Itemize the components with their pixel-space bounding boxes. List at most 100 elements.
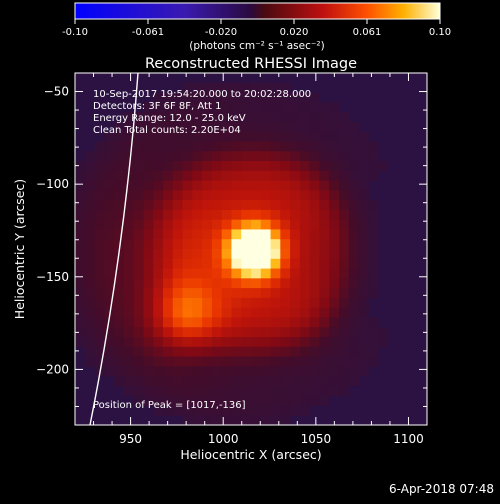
heatmap-cell — [299, 161, 311, 172]
heatmap-cell — [75, 297, 86, 309]
heatmap-cell — [280, 219, 291, 230]
heatmap-cell — [260, 297, 272, 309]
heatmap-cell — [84, 346, 96, 358]
heatmap-cell — [192, 258, 203, 270]
heatmap-cell — [339, 249, 350, 260]
heatmap-cell — [231, 219, 242, 230]
heatmap-cell — [94, 239, 105, 250]
heatmap-cell — [163, 385, 174, 397]
heatmap-cell — [104, 356, 115, 367]
heatmap-cell — [241, 180, 252, 191]
heatmap-cell — [251, 376, 262, 387]
heatmap-cell — [358, 239, 369, 250]
heatmap-cell — [172, 385, 184, 397]
heatmap-cell — [290, 92, 301, 103]
heatmap-cell — [241, 376, 252, 387]
heatmap-cell — [94, 268, 105, 279]
heatmap-cell — [75, 190, 86, 201]
heatmap-cell — [211, 239, 223, 250]
heatmap-cell — [143, 239, 154, 250]
heatmap-cell — [290, 229, 301, 240]
heatmap-cell — [192, 121, 203, 133]
chart-title: Reconstructed RHESSI Image — [145, 56, 357, 72]
colorbar-tick-label: -0.10 — [62, 27, 88, 38]
heatmap-cell — [133, 395, 144, 406]
heatmap-cell — [270, 190, 281, 201]
heatmap-cell — [358, 327, 369, 338]
heatmap-cell — [104, 337, 115, 348]
annotation-time-range: 10-Sep-2017 19:54:20.000 to 20:02:28.000 — [93, 89, 311, 100]
colorbar-tick-label: 0.061 — [353, 27, 382, 38]
heatmap-cell — [123, 239, 135, 250]
heatmap-cell — [299, 385, 311, 397]
heatmap-cell — [133, 376, 144, 387]
heatmap-cell — [172, 170, 184, 182]
heatmap-cell — [309, 249, 320, 260]
heatmap-cell — [123, 278, 135, 289]
heatmap-cell — [133, 131, 144, 142]
heatmap-cell — [104, 327, 115, 338]
heatmap-cell — [378, 327, 389, 338]
heatmap-cell — [290, 346, 301, 358]
heatmap-cell — [290, 209, 301, 221]
heatmap-cell — [94, 317, 105, 328]
heatmap-cell — [221, 141, 232, 152]
heatmap-cell — [182, 395, 193, 406]
heatmap-cell — [251, 258, 262, 270]
heatmap-cell — [280, 415, 291, 425]
heatmap-cell — [231, 239, 242, 250]
y-tick-label: −50 — [44, 85, 69, 99]
heatmap-cell — [133, 337, 144, 348]
heatmap-cell — [211, 405, 223, 416]
heatmap-cell — [348, 229, 360, 240]
heatmap-cell — [241, 92, 252, 103]
heatmap-cell — [290, 239, 301, 250]
heatmap-cell — [329, 356, 340, 367]
heatmap-cell — [94, 346, 105, 358]
heatmap-cell — [358, 337, 369, 348]
heatmap-cell — [123, 121, 135, 133]
heatmap-cell — [329, 112, 340, 123]
heatmap-cell — [270, 161, 281, 172]
heatmap-cell — [251, 278, 262, 289]
heatmap-cell — [123, 209, 135, 221]
heatmap-cell — [339, 239, 350, 250]
heatmap-cell — [309, 376, 320, 387]
heatmap-cell — [231, 180, 242, 191]
heatmap-cell — [368, 356, 379, 367]
heatmap-cell — [329, 376, 340, 387]
heatmap-cell — [231, 151, 242, 162]
heatmap-cell — [192, 337, 203, 348]
heatmap-cell — [163, 278, 174, 289]
heatmap-cell — [114, 297, 125, 309]
heatmap-cell — [163, 317, 174, 328]
heatmap-cell — [84, 239, 96, 250]
heatmap-cell — [319, 121, 330, 133]
heatmap-cell — [241, 258, 252, 270]
heatmap-cell — [202, 337, 213, 348]
heatmap-cell — [192, 190, 203, 201]
heatmap-cell — [114, 151, 125, 162]
heatmap-cell — [163, 249, 174, 260]
heatmap-cell — [280, 229, 291, 240]
heatmap-cell — [270, 82, 281, 94]
heatmap-cell — [299, 112, 311, 123]
heatmap-cell — [260, 121, 272, 133]
heatmap-cell — [221, 112, 232, 123]
heatmap-cell — [251, 102, 262, 113]
heatmap-cell — [182, 219, 193, 230]
heatmap-cell — [251, 141, 262, 152]
heatmap-cell — [221, 161, 232, 172]
heatmap-cell — [339, 131, 350, 142]
heatmap-cell — [270, 239, 281, 250]
heatmap-cell — [299, 209, 311, 221]
annotation-peak-position: Position of Peak = [1017,-136] — [93, 400, 246, 411]
heatmap-cell — [309, 366, 320, 377]
heatmap-cell — [368, 249, 379, 260]
heatmap-cell — [348, 151, 360, 162]
heatmap-cell — [290, 112, 301, 123]
heatmap-cell — [172, 239, 184, 250]
heatmap-cell — [348, 317, 360, 328]
heatmap-cell — [319, 356, 330, 367]
heatmap-cell — [123, 297, 135, 309]
